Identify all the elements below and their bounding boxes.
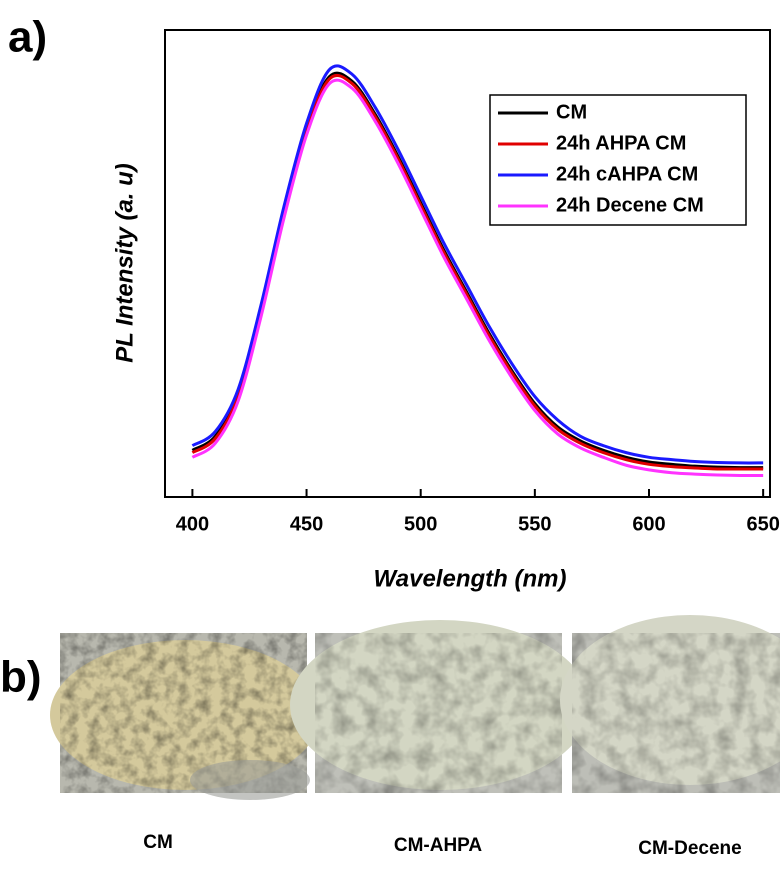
x-tick-label: 550 [518, 513, 551, 535]
photo-caption: CM-AHPA [394, 835, 483, 856]
x-tick-label: 400 [176, 513, 209, 535]
x-tick-label: 500 [404, 513, 437, 535]
x-tick-label: 650 [746, 513, 779, 535]
y-axis-label: PL Intensity (a. u) [111, 163, 138, 363]
x-axis-label: Wavelength (nm) [374, 565, 567, 592]
photo-caption: CM [143, 832, 173, 853]
series-line [191, 78, 764, 478]
x-tick-label: 600 [632, 513, 665, 535]
photo [290, 620, 590, 793]
x-tick-label: 450 [290, 513, 323, 535]
panel-label: b) [0, 653, 42, 702]
photo [560, 615, 780, 793]
legend-label: CM [556, 101, 587, 123]
series-line [191, 64, 764, 465]
photo [50, 633, 320, 800]
legend-label: 24h cAHPA CM [556, 163, 698, 185]
photo-caption: CM-Decene [638, 838, 741, 859]
legend-box [489, 94, 747, 226]
legend-label: 24h AHPA CM [556, 132, 686, 154]
panel-label: a) [8, 13, 47, 62]
legend-label: 24h Decene CM [556, 194, 704, 216]
plot-frame [164, 29, 771, 498]
